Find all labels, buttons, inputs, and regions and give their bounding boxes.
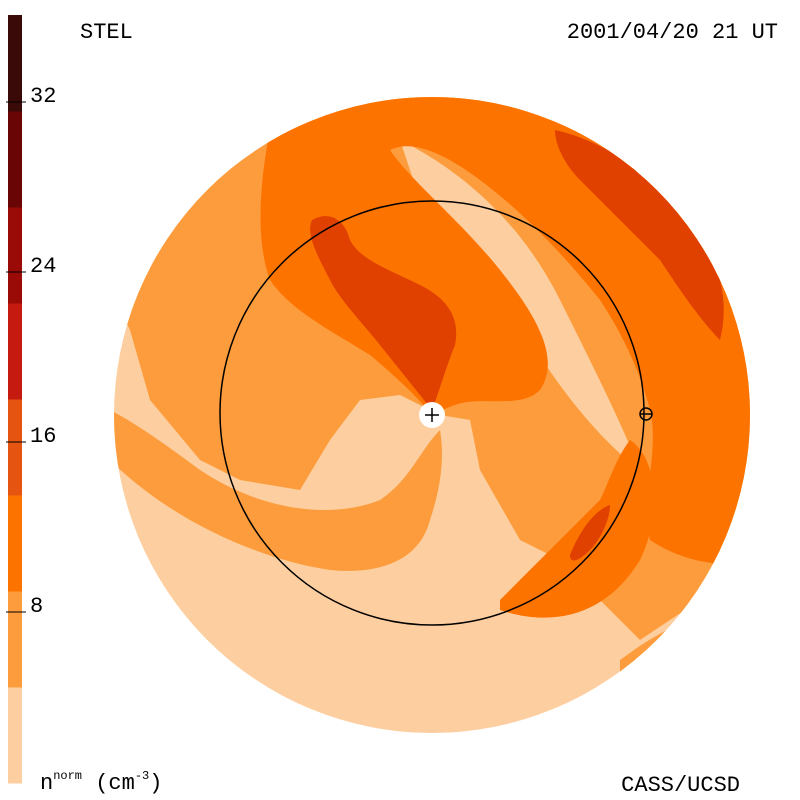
colorbar-segment (8, 111, 22, 208)
colorbar-ticks: 32 24 16 8 (6, 84, 56, 619)
unit-label: nnorm (cm-3) (40, 770, 162, 795)
colorbar-tick-label: 16 (30, 424, 56, 449)
orbit-circle (219, 200, 645, 626)
colorbar-tick-label: 24 (30, 254, 56, 279)
colorbar-segments (8, 15, 22, 784)
colorbar-segment (8, 207, 22, 304)
unit-paren-open: (cm (95, 771, 135, 796)
timestamp-label: 2001/04/20 21 UT (566, 20, 778, 45)
density-bands (114, 97, 750, 733)
colorbar-segment (8, 399, 22, 496)
unit-symbol: n (40, 771, 54, 796)
colorbar: 32 24 16 8 (6, 15, 56, 784)
band-mid-right (500, 440, 654, 618)
colorbar-tick-label: 8 (30, 594, 43, 619)
unit-superscript: norm (53, 769, 83, 783)
credit-label: CASS/UCSD (621, 773, 740, 798)
colorbar-tick-label: 32 (30, 84, 56, 109)
band-dark-center (310, 216, 457, 410)
band-light-lower (114, 410, 442, 571)
colorbar-segment (8, 495, 22, 592)
colorbar-segment (8, 591, 22, 688)
colorbar-segment (8, 687, 22, 784)
colorbar-segment (8, 303, 22, 400)
unit-exponent: -3 (134, 769, 150, 783)
source-label: STEL (80, 20, 133, 45)
colorbar-segment (8, 15, 22, 112)
band-dark-small (570, 505, 610, 561)
band-dark-upper-right (555, 130, 724, 340)
unit-paren-close: ) (149, 771, 163, 796)
